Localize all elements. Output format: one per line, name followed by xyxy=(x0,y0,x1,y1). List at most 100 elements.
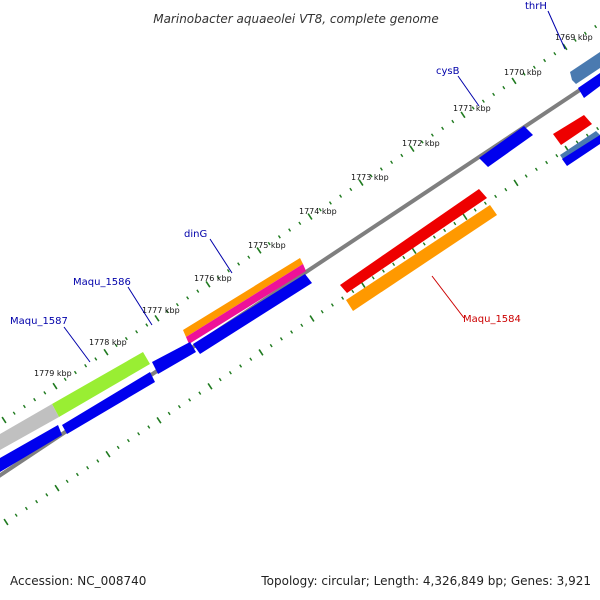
scale-tick xyxy=(249,357,253,361)
gene-reverse-feature[interactable] xyxy=(553,115,592,145)
scale-tick xyxy=(75,472,79,477)
scale-tick xyxy=(188,398,192,402)
gene-feature[interactable] xyxy=(578,73,600,98)
maqu-1587-leader-line xyxy=(63,326,91,363)
scale-tick xyxy=(137,432,141,436)
gene-label-maqu-1584[interactable]: Maqu_1584 xyxy=(463,314,521,325)
scale-tick xyxy=(105,450,111,458)
gene-label-maqu-1586[interactable]: Maqu_1586 xyxy=(73,277,131,288)
scale-tick xyxy=(73,370,77,375)
scale-tick xyxy=(207,382,213,390)
scale-tick xyxy=(543,58,547,63)
scale-tick xyxy=(481,99,485,103)
scale-tick xyxy=(65,479,69,483)
gene-maqu-1586-feature[interactable] xyxy=(152,342,196,374)
scale-tick xyxy=(441,126,445,131)
gene-maqu-1584-orange[interactable] xyxy=(346,205,497,311)
scale-tick xyxy=(328,201,332,205)
scale-tick xyxy=(54,484,60,492)
scale-tick xyxy=(504,187,508,192)
scale-tick xyxy=(86,466,90,470)
scale-tick xyxy=(483,201,487,205)
scale-tick xyxy=(216,275,220,280)
scale-tick xyxy=(555,154,559,158)
lower-scale-ticks xyxy=(3,126,600,526)
gene-label-maqu-1587[interactable]: Maqu_1587 xyxy=(10,316,68,327)
gene-maqu-1584-feature[interactable] xyxy=(340,189,487,293)
scale-tick xyxy=(124,336,128,341)
scale-tick xyxy=(358,179,364,186)
gene-label-thrH[interactable]: thrH xyxy=(525,1,547,12)
scale-tick xyxy=(390,160,394,164)
scale-tick xyxy=(320,310,324,314)
scale-tick xyxy=(381,269,385,273)
scale-tick xyxy=(443,228,447,233)
scale-tick xyxy=(532,65,536,69)
scale-tick xyxy=(392,262,396,266)
gene-dinG-feature[interactable] xyxy=(183,258,303,337)
scale-tick xyxy=(84,364,88,368)
scale-tick xyxy=(175,303,179,307)
scale-tick xyxy=(575,140,579,144)
gene-label-cysB[interactable]: cysB xyxy=(436,66,460,77)
scale-tick xyxy=(371,276,375,280)
scale-tick xyxy=(307,213,313,220)
scale-tick xyxy=(432,235,436,239)
gene-dinG-magenta[interactable] xyxy=(186,264,306,344)
scale-tick xyxy=(522,72,526,76)
gene-forward-feature[interactable] xyxy=(193,274,312,354)
maqu-1584-leader-line xyxy=(431,275,465,319)
scale-tick xyxy=(43,391,47,395)
scale-tick xyxy=(33,397,37,402)
scale-tick xyxy=(524,174,528,178)
gene-grey-feature[interactable] xyxy=(0,404,59,450)
gene-thrH-feature[interactable] xyxy=(570,52,600,84)
scale-tick xyxy=(14,513,18,517)
scale-tick xyxy=(3,518,9,526)
scale-tick xyxy=(411,247,417,255)
scale-tick xyxy=(156,416,162,424)
scale-tick xyxy=(351,289,355,294)
gene-forward-feature[interactable] xyxy=(0,425,62,472)
scale-tick xyxy=(494,194,498,199)
scale-tick xyxy=(147,425,151,429)
scale-tick xyxy=(318,208,322,212)
gene-maqu-1587-feature[interactable] xyxy=(52,352,150,417)
scale-tick xyxy=(420,140,424,144)
gene-feature[interactable] xyxy=(562,135,600,166)
scale-tick xyxy=(239,364,243,368)
scale-tick xyxy=(256,247,262,254)
scale-tick xyxy=(258,349,264,356)
scale-tick xyxy=(145,323,149,327)
scale-tick xyxy=(167,411,171,416)
scale-tick xyxy=(451,119,455,124)
scale-tick xyxy=(513,179,519,187)
scale-tick xyxy=(460,111,466,119)
scale-tick xyxy=(218,377,222,382)
scale-tick xyxy=(228,371,232,375)
scale-tick xyxy=(341,296,345,300)
scale-tick xyxy=(186,296,190,300)
scale-tick xyxy=(545,160,549,165)
scale-tick xyxy=(585,133,589,138)
gene-label-dinG[interactable]: dinG xyxy=(184,229,207,240)
scale-tick xyxy=(114,343,118,348)
scale-tick xyxy=(400,153,404,158)
scale-tick xyxy=(22,404,26,409)
scale-tick xyxy=(1,416,7,424)
scale-tick xyxy=(45,493,49,497)
scale-tick xyxy=(309,315,315,322)
scale-tick xyxy=(154,314,160,322)
scale-tick xyxy=(12,411,16,415)
scale-tick xyxy=(96,459,100,463)
kbp-label-1779: 1779 kbp xyxy=(34,369,72,378)
maqu-1586-leader-line xyxy=(127,286,153,326)
upper-scale-ticks xyxy=(1,24,598,424)
gene-cysB-feature[interactable] xyxy=(479,126,533,167)
gene-features xyxy=(0,52,600,472)
scale-tick xyxy=(369,174,373,178)
scale-tick xyxy=(237,262,241,266)
gene-forward-feature[interactable] xyxy=(62,372,155,434)
scale-tick xyxy=(583,31,587,36)
